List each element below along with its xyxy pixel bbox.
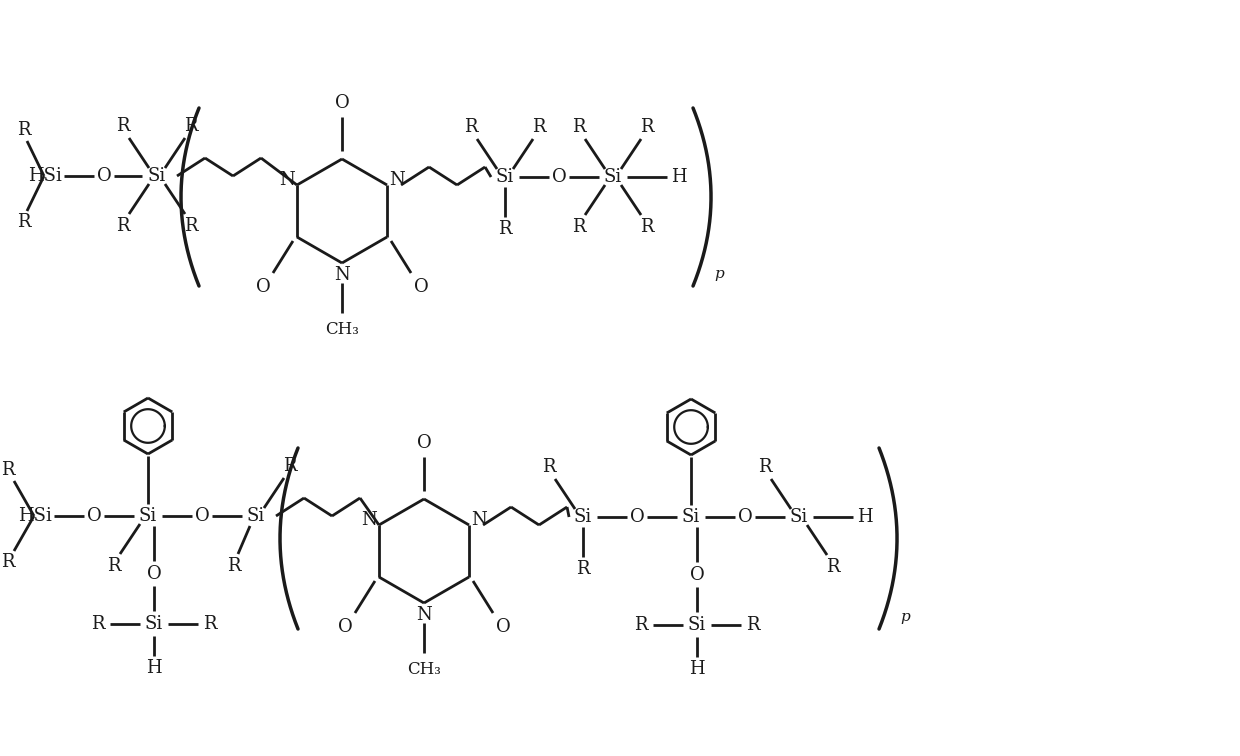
Text: R: R xyxy=(117,217,130,235)
Text: R: R xyxy=(635,616,647,634)
Text: R: R xyxy=(498,220,512,238)
Text: H: H xyxy=(671,168,687,186)
Text: HSi: HSi xyxy=(29,167,62,185)
Text: H: H xyxy=(146,659,161,677)
Text: R: R xyxy=(759,458,771,476)
Text: O: O xyxy=(335,94,350,112)
Text: R: R xyxy=(532,118,546,136)
Text: N: N xyxy=(334,266,350,284)
Text: O: O xyxy=(87,507,102,525)
Text: Si: Si xyxy=(574,508,593,526)
Text: O: O xyxy=(496,618,511,636)
Text: R: R xyxy=(17,121,31,139)
Text: Si: Si xyxy=(496,168,515,186)
Text: CH₃: CH₃ xyxy=(407,661,441,677)
Text: Si: Si xyxy=(688,616,706,634)
Text: R: R xyxy=(573,118,585,136)
Text: O: O xyxy=(689,566,704,584)
Text: N: N xyxy=(279,171,295,189)
Text: N: N xyxy=(389,171,405,189)
Text: O: O xyxy=(417,434,432,452)
Text: O: O xyxy=(630,508,645,526)
Text: O: O xyxy=(414,278,428,296)
Text: R: R xyxy=(640,218,653,236)
Text: H: H xyxy=(857,508,873,526)
Text: Si: Si xyxy=(247,507,265,525)
Text: p: p xyxy=(900,610,910,624)
Text: O: O xyxy=(97,167,112,185)
Text: O: O xyxy=(738,508,753,526)
Text: Si: Si xyxy=(139,507,157,525)
Text: Si: Si xyxy=(604,168,622,186)
Text: N: N xyxy=(471,511,487,529)
Text: R: R xyxy=(185,217,197,235)
Text: R: R xyxy=(185,117,197,135)
Text: R: R xyxy=(826,558,839,576)
Text: R: R xyxy=(107,557,120,575)
Text: O: O xyxy=(552,168,567,186)
Text: R: R xyxy=(577,560,590,578)
Text: Si: Si xyxy=(790,508,808,526)
Text: R: R xyxy=(640,118,653,136)
Text: R: R xyxy=(227,557,241,575)
Text: R: R xyxy=(283,457,296,475)
Text: Si: Si xyxy=(682,508,701,526)
Text: O: O xyxy=(195,507,210,525)
Text: O: O xyxy=(255,278,270,296)
Text: R: R xyxy=(117,117,130,135)
Text: R: R xyxy=(92,615,104,633)
Text: N: N xyxy=(417,606,432,624)
Text: R: R xyxy=(542,458,556,476)
Text: N: N xyxy=(361,511,377,529)
Text: HSi: HSi xyxy=(19,507,52,525)
Text: R: R xyxy=(1,461,15,479)
Text: R: R xyxy=(17,213,31,231)
Text: R: R xyxy=(746,616,760,634)
Text: R: R xyxy=(1,553,15,571)
Text: p: p xyxy=(714,267,724,281)
Text: R: R xyxy=(573,218,585,236)
Text: R: R xyxy=(203,615,217,633)
Text: Si: Si xyxy=(145,615,164,633)
Text: O: O xyxy=(146,565,161,583)
Text: R: R xyxy=(464,118,477,136)
Text: O: O xyxy=(337,618,352,636)
Text: H: H xyxy=(689,660,704,678)
Text: CH₃: CH₃ xyxy=(325,321,358,337)
Text: Si: Si xyxy=(148,167,166,185)
